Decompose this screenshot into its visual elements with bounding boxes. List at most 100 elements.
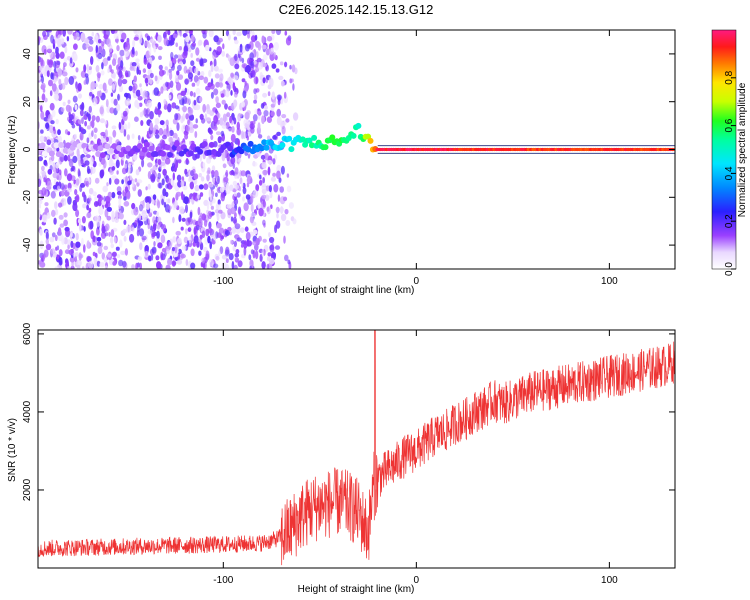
noise-speckle — [135, 50, 138, 57]
noise-speckle — [124, 248, 128, 256]
noise-speckle — [193, 227, 197, 235]
noise-speckle — [114, 154, 120, 160]
noise-speckle — [75, 241, 81, 248]
noise-speckle — [261, 261, 266, 269]
noise-speckle — [260, 102, 265, 109]
noise-speckle — [55, 46, 59, 53]
noise-speckle — [87, 113, 91, 122]
noise-speckle — [257, 62, 263, 70]
noise-speckle — [141, 137, 145, 144]
noise-speckle — [50, 248, 56, 255]
noise-speckle — [176, 70, 180, 76]
noise-speckle — [153, 210, 158, 215]
noise-speckle — [221, 152, 226, 162]
noise-speckle — [48, 159, 53, 164]
noise-speckle — [193, 75, 199, 83]
noise-speckle — [189, 140, 192, 146]
noise-speckle — [208, 182, 214, 188]
noise-speckle — [206, 174, 210, 182]
noise-speckle — [236, 127, 241, 136]
noise-speckle — [44, 202, 49, 207]
noise-speckle — [41, 165, 45, 172]
noise-speckle — [218, 82, 224, 88]
signal-mark — [95, 151, 102, 157]
noise-speckle — [99, 106, 104, 115]
noise-speckle — [221, 254, 228, 260]
noise-speckle — [46, 212, 51, 219]
noise-speckle — [225, 30, 230, 37]
noise-speckle — [47, 181, 52, 188]
noise-speckle — [215, 192, 218, 198]
noise-speckle — [185, 228, 188, 235]
noise-speckle — [87, 260, 94, 269]
signal-mark — [286, 135, 293, 142]
noise-speckle — [57, 129, 61, 136]
noise-speckle — [244, 80, 247, 87]
noise-speckle — [170, 178, 174, 185]
signal-mark — [247, 140, 254, 147]
noise-speckle — [99, 169, 104, 179]
noise-speckle — [284, 254, 289, 262]
noise-speckle — [86, 240, 90, 249]
noise-speckle — [185, 157, 189, 164]
noise-speckle — [38, 209, 41, 218]
noise-speckle — [42, 30, 47, 37]
noise-speckle — [95, 65, 100, 73]
noise-speckle — [283, 91, 287, 99]
noise-speckle — [129, 175, 133, 181]
noise-speckle — [67, 30, 73, 35]
noise-speckle — [173, 200, 178, 209]
noise-speckle — [286, 173, 290, 178]
noise-speckle — [246, 175, 253, 185]
noise-speckle — [244, 43, 250, 52]
noise-speckle — [165, 183, 169, 189]
noise-speckle — [272, 158, 276, 165]
noise-speckle — [163, 98, 167, 105]
noise-speckle — [111, 83, 116, 91]
noise-speckle — [158, 127, 164, 136]
noise-speckle — [231, 226, 237, 234]
noise-speckle — [232, 135, 236, 143]
noise-speckle — [166, 69, 170, 76]
signal-mark — [109, 147, 116, 154]
noise-speckle — [76, 264, 81, 269]
noise-speckle — [212, 198, 216, 204]
noise-speckle — [258, 207, 264, 217]
noise-speckle — [157, 200, 161, 209]
noise-speckle — [237, 159, 240, 166]
noise-speckle — [90, 56, 94, 65]
noise-speckle — [185, 259, 189, 266]
spectrogram-y-axis-label: Frequency (Hz) — [7, 116, 18, 185]
noise-speckle — [89, 91, 93, 97]
noise-speckle — [270, 111, 276, 117]
noise-speckle — [146, 196, 152, 205]
noise-speckle — [262, 77, 266, 84]
noise-speckle — [188, 177, 193, 183]
noise-speckle — [249, 52, 254, 60]
noise-speckle — [237, 138, 240, 147]
noise-speckle — [230, 72, 235, 78]
noise-speckle — [56, 161, 60, 166]
noise-speckle — [149, 77, 153, 85]
noise-speckle — [96, 237, 102, 242]
noise-speckle — [117, 77, 123, 87]
noise-speckle — [288, 202, 294, 209]
noise-speckle — [88, 66, 92, 71]
noise-speckle — [134, 178, 138, 183]
noise-speckle — [76, 148, 80, 157]
noise-speckle — [207, 127, 212, 134]
noise-speckle — [276, 212, 279, 219]
noise-speckle — [212, 176, 216, 184]
signal-mark — [48, 150, 55, 157]
spectrogram-x-ticks: -100 0 100 — [213, 30, 618, 287]
noise-speckle — [146, 99, 152, 109]
noise-speckle — [95, 45, 99, 53]
x-tick-label: 100 — [601, 575, 618, 586]
noise-speckle — [230, 216, 234, 222]
noise-speckle — [160, 161, 166, 166]
noise-speckle — [113, 98, 118, 106]
noise-speckle — [165, 264, 171, 269]
noise-speckle — [181, 217, 186, 222]
noise-speckle — [64, 76, 69, 86]
noise-speckle — [118, 70, 123, 79]
